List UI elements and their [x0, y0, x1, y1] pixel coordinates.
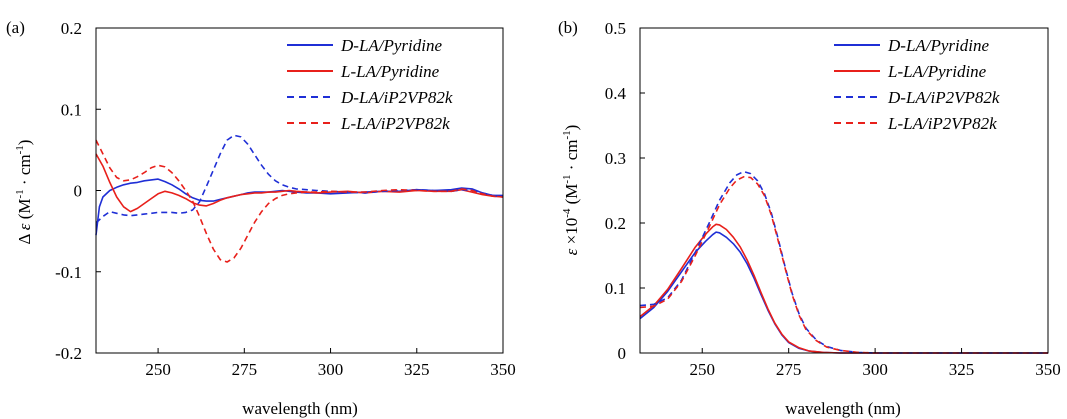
panel-a-label: (a) [6, 18, 25, 37]
y-tick-label: -0.1 [55, 263, 82, 282]
legend-entry-rest: -LA/iP2VP82k [897, 114, 997, 133]
legend-entry-rest: -LA/Pyridine [900, 36, 989, 55]
legend-entry-rest: -LA/iP2VP82k [353, 88, 453, 107]
x-tick-label: 250 [689, 360, 715, 379]
x-tick-label: 300 [862, 360, 888, 379]
legend-entry-text: L-LA/iP2VP82k [340, 114, 450, 133]
series-line-d-la-ip2vp82k [639, 170, 1048, 354]
legend-entry-prefix: L [340, 62, 350, 81]
y-tick-label: 0.1 [61, 100, 82, 119]
legend-entry-prefix: L [340, 114, 350, 133]
series-line-d-la-ip2vp82k [95, 134, 504, 224]
x-tick-label: 350 [490, 360, 516, 379]
panel-a-series-group [95, 134, 504, 263]
y-tick-label: 0.5 [605, 19, 626, 38]
panel-a-x-axis-title: wavelength (nm) [242, 399, 358, 418]
panel-a-cd-spectrum: (a) 250 275 300 325 350 -0.2 -0.1 0 0.1 0.2 wavel… [6, 18, 516, 418]
legend-entry-rest: -LA/Pyridine [353, 36, 442, 55]
legend-entry-text: D-LA/iP2VP82k [340, 88, 453, 107]
legend-entry-text: D-LA/Pyridine [340, 36, 442, 55]
x-tick-label: 350 [1035, 360, 1061, 379]
legend-entry-rest: -LA/Pyridine [350, 62, 439, 81]
series-line-d-la-pyridine [639, 231, 1048, 354]
panel-b-legend: D-LA/PyridineL-LA/PyridineD-LA/iP2VP82kL… [834, 36, 1000, 133]
y-tick-label: 0.2 [61, 19, 82, 38]
legend-entry-prefix: L [887, 62, 897, 81]
legend-entry-rest: -LA/iP2VP82k [900, 88, 1000, 107]
legend-entry-text: D-LA/iP2VP82k [887, 88, 1000, 107]
series-line-l-la-pyridine [95, 153, 504, 213]
series-line-d-la-pyridine [95, 178, 503, 236]
x-tick-label: 300 [318, 360, 344, 379]
series-line-l-la-ip2vp82k [639, 176, 1048, 354]
panel-b-series-group [639, 170, 1048, 354]
legend-entry-prefix: D [887, 36, 901, 55]
y-tick-label: 0 [74, 182, 83, 201]
panel-b-label: (b) [558, 18, 578, 37]
legend-entry-text: L-LA/iP2VP82k [887, 114, 997, 133]
x-tick-label: 250 [145, 360, 171, 379]
y-tick-label: 0.4 [605, 84, 627, 103]
x-tick-label: 325 [949, 360, 975, 379]
x-tick-label: 325 [404, 360, 430, 379]
legend-entry-rest: -LA/iP2VP82k [350, 114, 450, 133]
x-tick-label: 275 [776, 360, 802, 379]
panel-a-y-axis-title: Δ ε (M-1 · cm-1) [14, 140, 34, 245]
panel-b-y-axis-title: ε ×10-4 (M-1 · cm-1) [561, 125, 581, 256]
x-tick-label: 275 [232, 360, 258, 379]
panel-b-plot-frame [639, 27, 1049, 354]
y-tick-label: 0.2 [605, 214, 626, 233]
panel-b-ticks: 250 275 300 325 350 0 0.1 0.2 0.3 0.4 0.5 [605, 19, 1061, 379]
legend-entry-text: L-LA/Pyridine [340, 62, 440, 81]
legend-entry-rest: -LA/Pyridine [897, 62, 986, 81]
series-line-l-la-ip2vp82k [95, 139, 504, 263]
legend-entry-prefix: D [340, 36, 354, 55]
panel-a-legend: D-LA/PyridineL-LA/PyridineD-LA/iP2VP82kL… [287, 36, 453, 133]
legend-entry-prefix: L [887, 114, 897, 133]
panel-b-absorption-spectrum: (b) 250 275 300 325 350 0 0.1 0.2 0.3 0.4 0.5 wave… [558, 18, 1061, 418]
panel-b-x-axis-title: wavelength (nm) [785, 399, 901, 418]
legend-entry-prefix: D [887, 88, 901, 107]
y-tick-label: -0.2 [55, 344, 82, 363]
legend-entry-text: L-LA/Pyridine [887, 62, 987, 81]
series-line-l-la-pyridine [639, 223, 1048, 354]
y-tick-label: 0 [618, 344, 627, 363]
y-tick-label: 0.1 [605, 279, 626, 298]
legend-entry-prefix: D [340, 88, 354, 107]
legend-entry-text: D-LA/Pyridine [887, 36, 989, 55]
panel-a-ticks: 250 275 300 325 350 -0.2 -0.1 0 0.1 0.2 [55, 19, 516, 379]
y-tick-label: 0.3 [605, 149, 626, 168]
